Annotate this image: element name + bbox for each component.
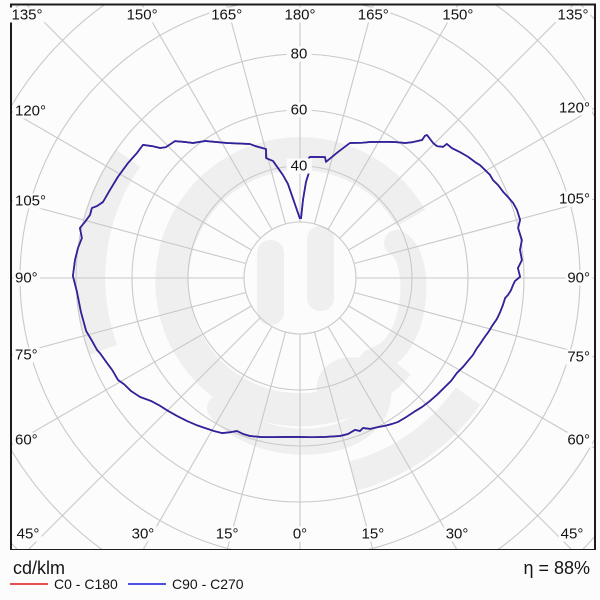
gamma-label-135: 135° xyxy=(555,6,591,24)
gamma-label-75: 75° xyxy=(13,346,40,364)
gamma-label-90: 90° xyxy=(13,269,40,287)
legend-label-c90-c270: C90 - C270 xyxy=(172,576,244,592)
gamma-label-75: 75° xyxy=(565,348,592,366)
grid-spoke xyxy=(327,326,458,550)
gamma-label-150: 150° xyxy=(124,6,160,24)
radial-label-80: 80 xyxy=(286,46,312,62)
curve-c90-c270 xyxy=(72,134,523,439)
grid-spoke xyxy=(11,199,247,265)
gamma-label-150: 150° xyxy=(440,6,476,24)
gamma-label-60: 60° xyxy=(13,431,40,449)
legend-item-c90-c270: C90 - C270 xyxy=(128,576,244,592)
gamma-label-45: 45° xyxy=(14,525,42,543)
gamma-label-105: 105° xyxy=(556,190,592,208)
gamma-label-105: 105° xyxy=(13,192,49,210)
gamma-label-90: 90° xyxy=(565,269,592,287)
legend-item-c0-c180: C0 - C180 xyxy=(10,576,118,592)
gamma-label-120: 120° xyxy=(13,102,49,120)
grid-spoke xyxy=(313,4,374,225)
efficiency-label: η = 88% xyxy=(523,558,590,578)
grid-spoke xyxy=(142,326,273,550)
grid-spoke xyxy=(348,107,595,251)
gamma-label-30: 30° xyxy=(443,525,471,543)
radial-label-40: 40 xyxy=(286,158,312,174)
gamma-label-120: 120° xyxy=(556,99,592,117)
unit-label: cd/klm xyxy=(13,558,66,578)
gamma-label-165: 165° xyxy=(209,6,245,24)
grid-spoke xyxy=(339,317,573,550)
legend-label-c0-c180: C0 - C180 xyxy=(54,576,118,592)
intensity-curves xyxy=(72,134,523,439)
legend-line-red-icon xyxy=(10,583,48,585)
grid-spoke xyxy=(348,305,595,449)
gamma-label-135: 135° xyxy=(9,6,45,24)
footer: cd/klm C0 - C180 C90 - C270 η = 88% xyxy=(0,550,600,600)
grid-spoke xyxy=(11,305,252,446)
gamma-label-15: 15° xyxy=(359,525,387,543)
gamma-label-165: 165° xyxy=(355,6,391,24)
radial-label-60: 60 xyxy=(286,102,312,118)
grid-spoke xyxy=(327,4,459,230)
grid-spoke xyxy=(11,110,252,251)
gamma-label-30: 30° xyxy=(129,525,157,543)
grid-spoke xyxy=(25,4,261,239)
gamma-label-0: 0° xyxy=(290,525,310,543)
grid-spoke xyxy=(339,4,575,239)
grid-spoke xyxy=(27,317,261,550)
gamma-label-180: 180° xyxy=(282,6,318,24)
grid-spoke xyxy=(353,198,595,265)
gamma-label-15: 15° xyxy=(213,525,241,543)
grid-spoke xyxy=(353,291,595,358)
legend-line-blue-icon xyxy=(128,583,166,585)
grid-spoke xyxy=(141,4,273,230)
gamma-label-60: 60° xyxy=(565,431,592,449)
gamma-label-45: 45° xyxy=(558,525,586,543)
grid-spoke xyxy=(11,291,247,357)
